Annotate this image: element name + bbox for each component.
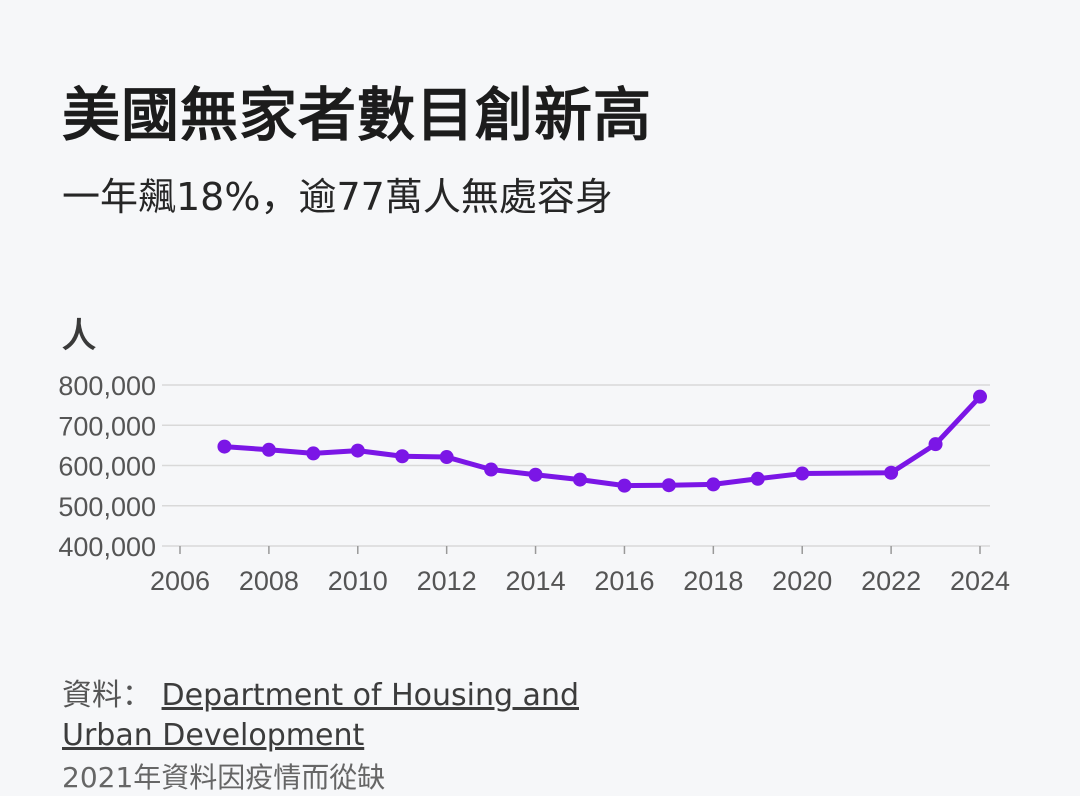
x-tick-label: 2024 <box>950 566 1010 596</box>
x-tick-label: 2022 <box>861 566 921 596</box>
data-point <box>217 439 232 454</box>
data-point <box>795 466 810 481</box>
data-point <box>706 477 721 492</box>
data-point <box>884 465 899 480</box>
data-point <box>573 472 587 487</box>
data-point <box>350 443 365 458</box>
data-point <box>617 478 632 493</box>
x-tick-label: 2018 <box>683 566 743 596</box>
x-tick-label: 2012 <box>417 566 477 596</box>
line-chart: 400,000 500,000 600,000 700,000 800,000 2006… <box>58 371 1010 596</box>
x-tick-label: 2006 <box>150 566 210 596</box>
source-block: 資料： Department of Housing and Urban Deve… <box>62 676 622 756</box>
data-point <box>261 442 276 457</box>
y-tick-label: 800,000 <box>58 371 156 401</box>
series-homeless-count <box>217 389 987 493</box>
y-axis-ticks: 400,000 500,000 600,000 700,000 800,000 <box>58 371 156 562</box>
data-point <box>661 478 676 493</box>
x-tick-label: 2014 <box>506 566 566 596</box>
y-tick-label: 500,000 <box>58 492 156 522</box>
data-point <box>528 467 543 482</box>
data-point <box>484 462 499 477</box>
data-point <box>395 449 410 464</box>
source-note: 2021年資料因疫情而從缺 <box>62 761 386 794</box>
x-tick-label: 2008 <box>239 566 299 596</box>
gridlines <box>162 384 990 547</box>
y-tick-label: 600,000 <box>58 452 156 482</box>
data-point <box>439 450 454 465</box>
x-tick-label: 2020 <box>772 566 832 596</box>
data-point <box>973 389 987 404</box>
y-tick-label: 400,000 <box>58 532 156 562</box>
chart-subtitle: 一年飆18%，逾77萬人無處容身 <box>62 175 613 219</box>
x-tick-label: 2010 <box>328 566 388 596</box>
data-point <box>928 437 943 452</box>
source-link[interactable]: Department of Housing and Urban Developm… <box>62 678 579 753</box>
data-point <box>750 471 765 486</box>
source-label: 資料： <box>62 678 152 713</box>
x-axis-ticks: 2006 2008 2010 2012 2014 2016 2018 2020 2022 2024 <box>150 546 1010 596</box>
chart-title: 美國無家者數目創新高 <box>62 81 653 149</box>
y-tick-label: 700,000 <box>58 411 156 441</box>
x-tick-label: 2016 <box>594 566 654 596</box>
series-line <box>221 394 983 489</box>
y-axis-unit-label: 人 <box>62 316 96 356</box>
data-point <box>306 446 321 461</box>
